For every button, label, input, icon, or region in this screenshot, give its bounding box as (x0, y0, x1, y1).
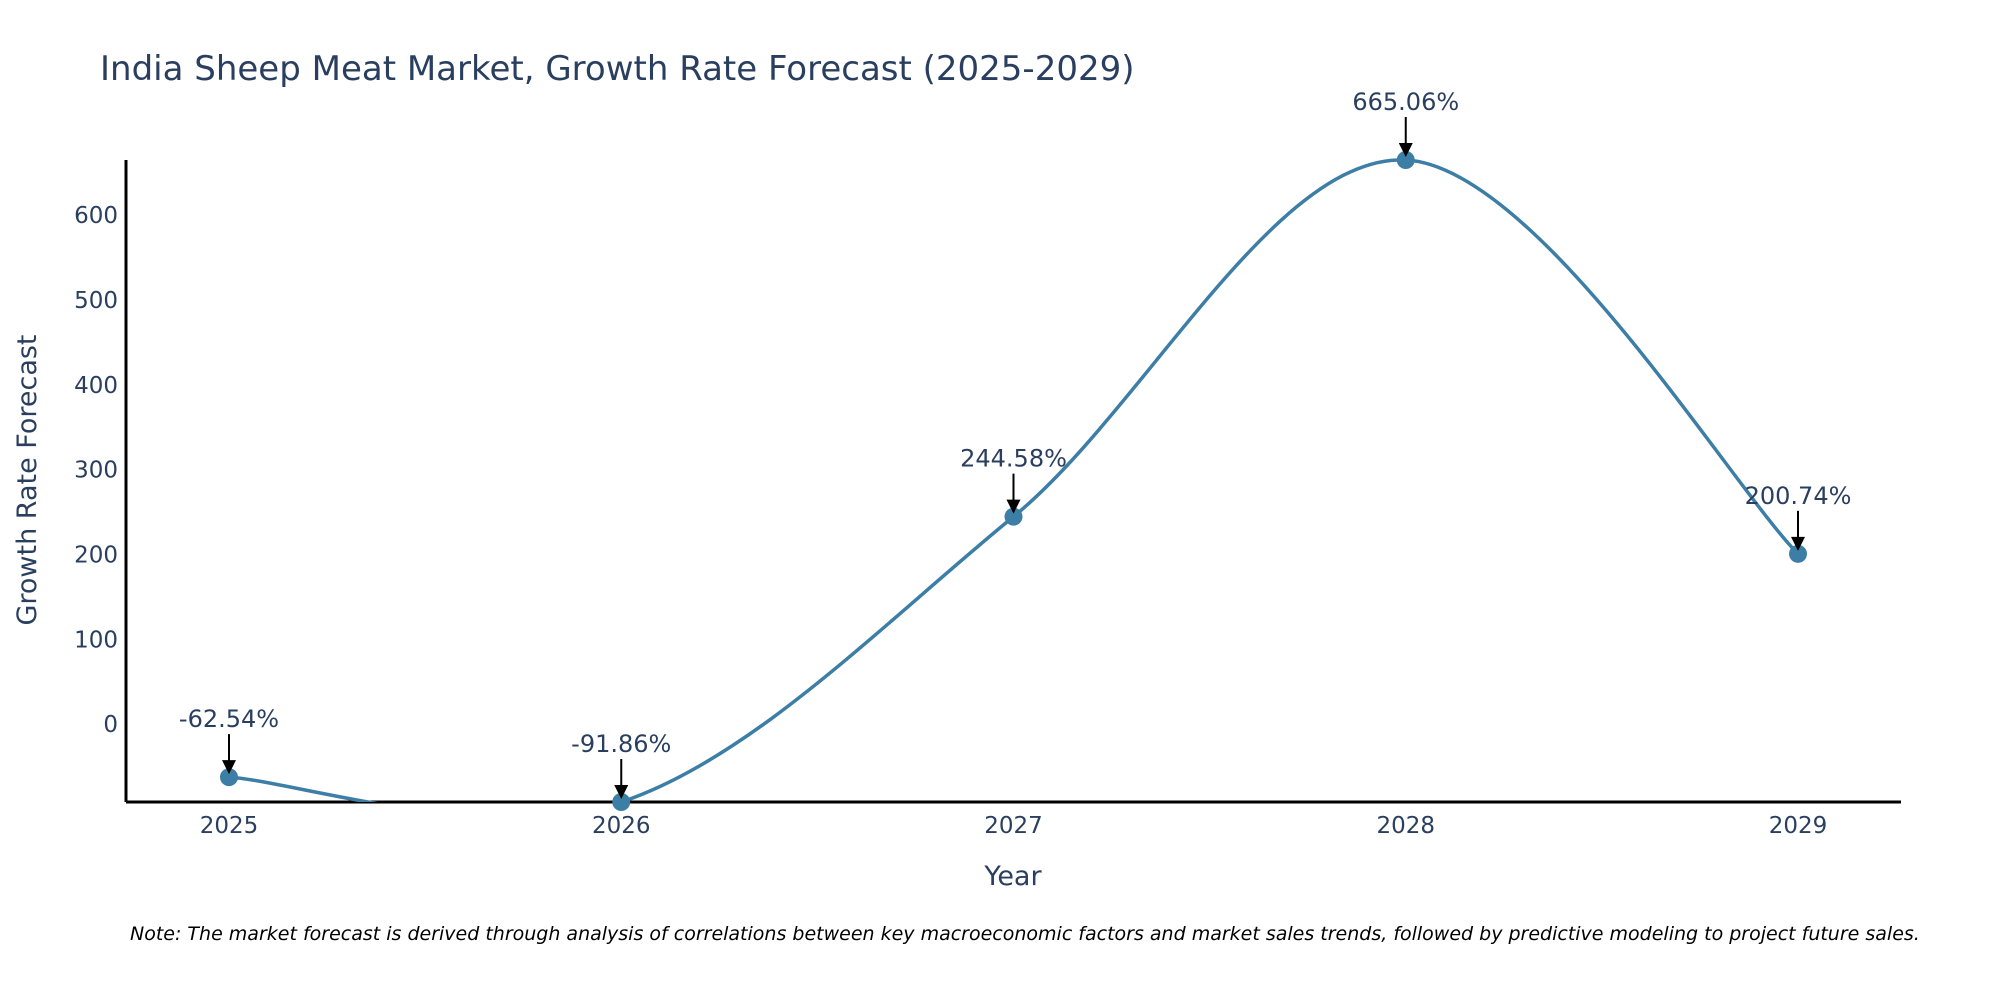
y-tick-label: 0 (103, 712, 118, 738)
series-layer (228, 158, 1800, 802)
annotation-label: 244.58% (960, 445, 1067, 473)
data-point (612, 793, 631, 811)
y-axis-title: Growth Rate Forecast (12, 334, 43, 625)
y-tick-label: 400 (74, 373, 118, 399)
chart-title: India Sheep Meat Market, Growth Rate For… (100, 49, 1135, 89)
annotation-arrowhead (1791, 536, 1805, 551)
data-point (220, 768, 238, 787)
annotations-layer: -62.54% -91.86% 244.58% 665.06% 200.74% (179, 88, 1851, 799)
footnote: Note: The market forecast is derived thr… (130, 923, 1920, 945)
y-tick-label: 500 (74, 288, 118, 314)
annotation-arrowhead (614, 785, 629, 799)
y-tick-label: 200 (74, 542, 118, 568)
x-tick-label: 2025 (200, 813, 259, 839)
y-tick-label: 100 (74, 627, 118, 653)
data-point (1396, 151, 1415, 169)
series-line (228, 158, 1800, 802)
x-tick-label: 2026 (592, 813, 651, 839)
x-tick-label: 2029 (1769, 813, 1828, 839)
annotation-arrowhead (1006, 499, 1021, 514)
annotation-label: -91.86% (571, 730, 671, 758)
y-tick-label: 300 (74, 458, 118, 484)
x-tick-labels: 2025 2026 2027 2028 2029 (200, 813, 1828, 839)
annotation-label: 665.06% (1352, 88, 1459, 116)
x-axis-title: Year (983, 861, 1042, 892)
points-layer (220, 151, 1807, 811)
data-point (1004, 507, 1023, 526)
annotation-label: -62.54% (179, 705, 279, 733)
x-tick-label: 2027 (984, 813, 1043, 839)
annotation-label: 200.74% (1745, 482, 1852, 510)
y-tick-label: 600 (74, 203, 118, 229)
data-point (1789, 544, 1807, 563)
y-tick-labels: 0 100 200 300 400 500 600 (74, 203, 118, 738)
annotation-arrowhead (1398, 143, 1413, 157)
x-tick-label: 2028 (1376, 813, 1435, 839)
annotation-arrowhead (222, 760, 236, 775)
